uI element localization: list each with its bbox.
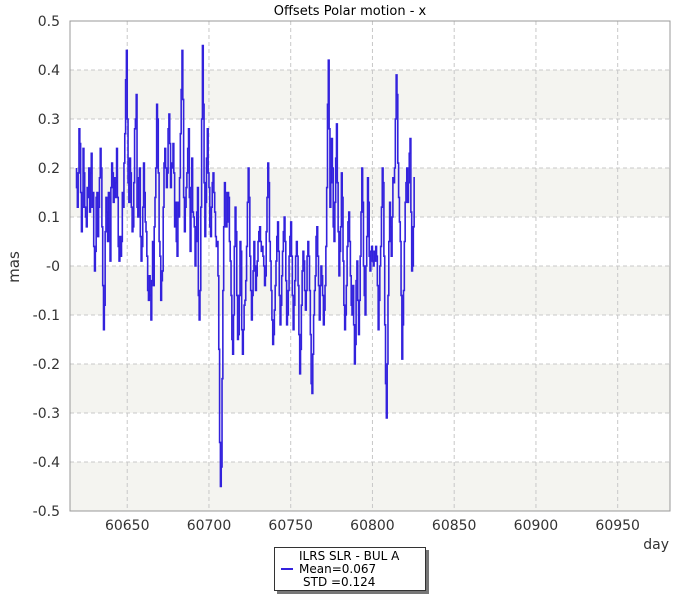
- legend: ILRS SLR - BUL A Mean=0.067 STD =0.124: [274, 547, 426, 591]
- legend-std: STD =0.124: [303, 575, 376, 589]
- plot-background: [70, 21, 670, 511]
- y-axis-label: mas: [5, 251, 23, 283]
- chart-title: Offsets Polar motion - x: [274, 4, 427, 19]
- plot-band: [70, 21, 670, 70]
- x-tick-label: 60650: [105, 518, 150, 534]
- y-tick-label: -0.5: [33, 504, 60, 520]
- plot-band: [70, 119, 670, 168]
- y-tick-label: -0.1: [33, 308, 60, 324]
- y-tick-label: -0: [46, 259, 60, 275]
- series-layer: [75, 44, 415, 488]
- plot-band: [70, 315, 670, 364]
- y-tick-label: 0.3: [38, 112, 60, 128]
- y-tick-label: -0.4: [33, 455, 60, 471]
- y-tick-label: -0.3: [33, 406, 60, 422]
- x-tick-label: 60800: [350, 518, 395, 534]
- legend-mean: Mean=0.067: [299, 562, 377, 576]
- x-tick-label: 60850: [432, 518, 477, 534]
- x-tick-label: 60750: [268, 518, 313, 534]
- x-tick-label: 60700: [187, 518, 232, 534]
- x-axis-label: day: [643, 537, 669, 553]
- y-tick-label: 0.4: [38, 63, 60, 79]
- plot-band: [70, 364, 670, 413]
- plot-band: [70, 462, 670, 511]
- y-axis-ticks: -0.5 -0.4 -0.3 -0.2 -0.1 -0 0.1 0.2 0.3 0.4 0.5: [33, 14, 60, 520]
- series-line: [75, 44, 415, 488]
- legend-series-name: ILRS SLR - BUL A: [299, 549, 400, 563]
- plot-frame: [69, 20, 671, 512]
- x-tick-label: 60900: [514, 518, 559, 534]
- plot-band: [70, 266, 670, 315]
- plot-band: [70, 413, 670, 462]
- legend-swatch: [281, 568, 293, 570]
- y-tick-label: 0.1: [38, 210, 60, 226]
- x-tick-label: 60950: [595, 518, 640, 534]
- y-tick-label: 0.5: [38, 14, 60, 30]
- x-axis-ticks: 60650 60700 60750 60800 60850 60900 60950: [105, 518, 640, 534]
- plot-band: [70, 70, 670, 119]
- y-tick-label: -0.2: [33, 357, 60, 373]
- y-tick-label: 0.2: [38, 161, 60, 177]
- plot-band: [70, 168, 670, 217]
